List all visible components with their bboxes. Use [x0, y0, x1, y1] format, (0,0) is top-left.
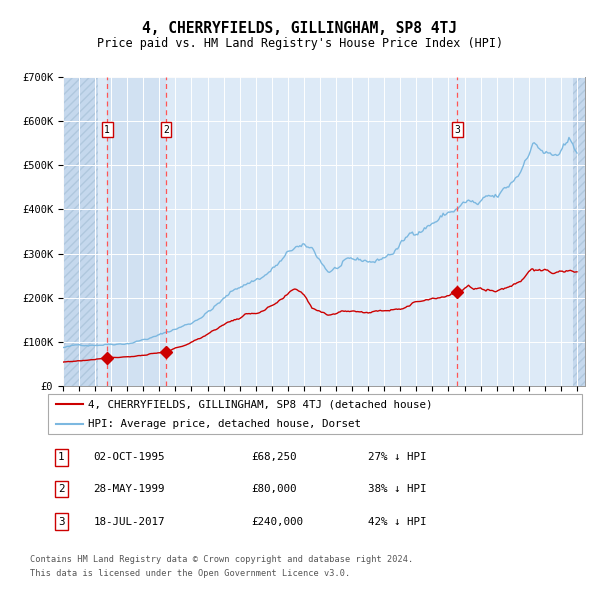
Text: 28-MAY-1999: 28-MAY-1999: [94, 484, 165, 494]
Text: 2: 2: [58, 484, 65, 494]
Text: 1: 1: [58, 453, 65, 463]
Text: 2: 2: [163, 125, 169, 135]
Text: £240,000: £240,000: [251, 516, 303, 526]
Text: 3: 3: [454, 125, 460, 135]
FancyBboxPatch shape: [48, 394, 582, 434]
Text: 02-OCT-1995: 02-OCT-1995: [94, 453, 165, 463]
Text: 4, CHERRYFIELDS, GILLINGHAM, SP8 4TJ: 4, CHERRYFIELDS, GILLINGHAM, SP8 4TJ: [143, 21, 458, 35]
Text: 38% ↓ HPI: 38% ↓ HPI: [368, 484, 427, 494]
Text: £80,000: £80,000: [251, 484, 296, 494]
Text: 18-JUL-2017: 18-JUL-2017: [94, 516, 165, 526]
Text: HPI: Average price, detached house, Dorset: HPI: Average price, detached house, Dors…: [88, 419, 361, 428]
Text: 42% ↓ HPI: 42% ↓ HPI: [368, 516, 427, 526]
Text: Price paid vs. HM Land Registry's House Price Index (HPI): Price paid vs. HM Land Registry's House …: [97, 37, 503, 50]
Text: 4, CHERRYFIELDS, GILLINGHAM, SP8 4TJ (detached house): 4, CHERRYFIELDS, GILLINGHAM, SP8 4TJ (de…: [88, 399, 433, 409]
Text: Contains HM Land Registry data © Crown copyright and database right 2024.: Contains HM Land Registry data © Crown c…: [30, 555, 413, 563]
Text: 27% ↓ HPI: 27% ↓ HPI: [368, 453, 427, 463]
Bar: [573, 77, 585, 386]
Text: 1: 1: [104, 125, 110, 135]
Text: This data is licensed under the Open Government Licence v3.0.: This data is licensed under the Open Gov…: [30, 569, 350, 578]
Text: 3: 3: [58, 516, 65, 526]
Bar: [107, 77, 166, 386]
Text: £68,250: £68,250: [251, 453, 296, 463]
Bar: [63, 77, 98, 386]
